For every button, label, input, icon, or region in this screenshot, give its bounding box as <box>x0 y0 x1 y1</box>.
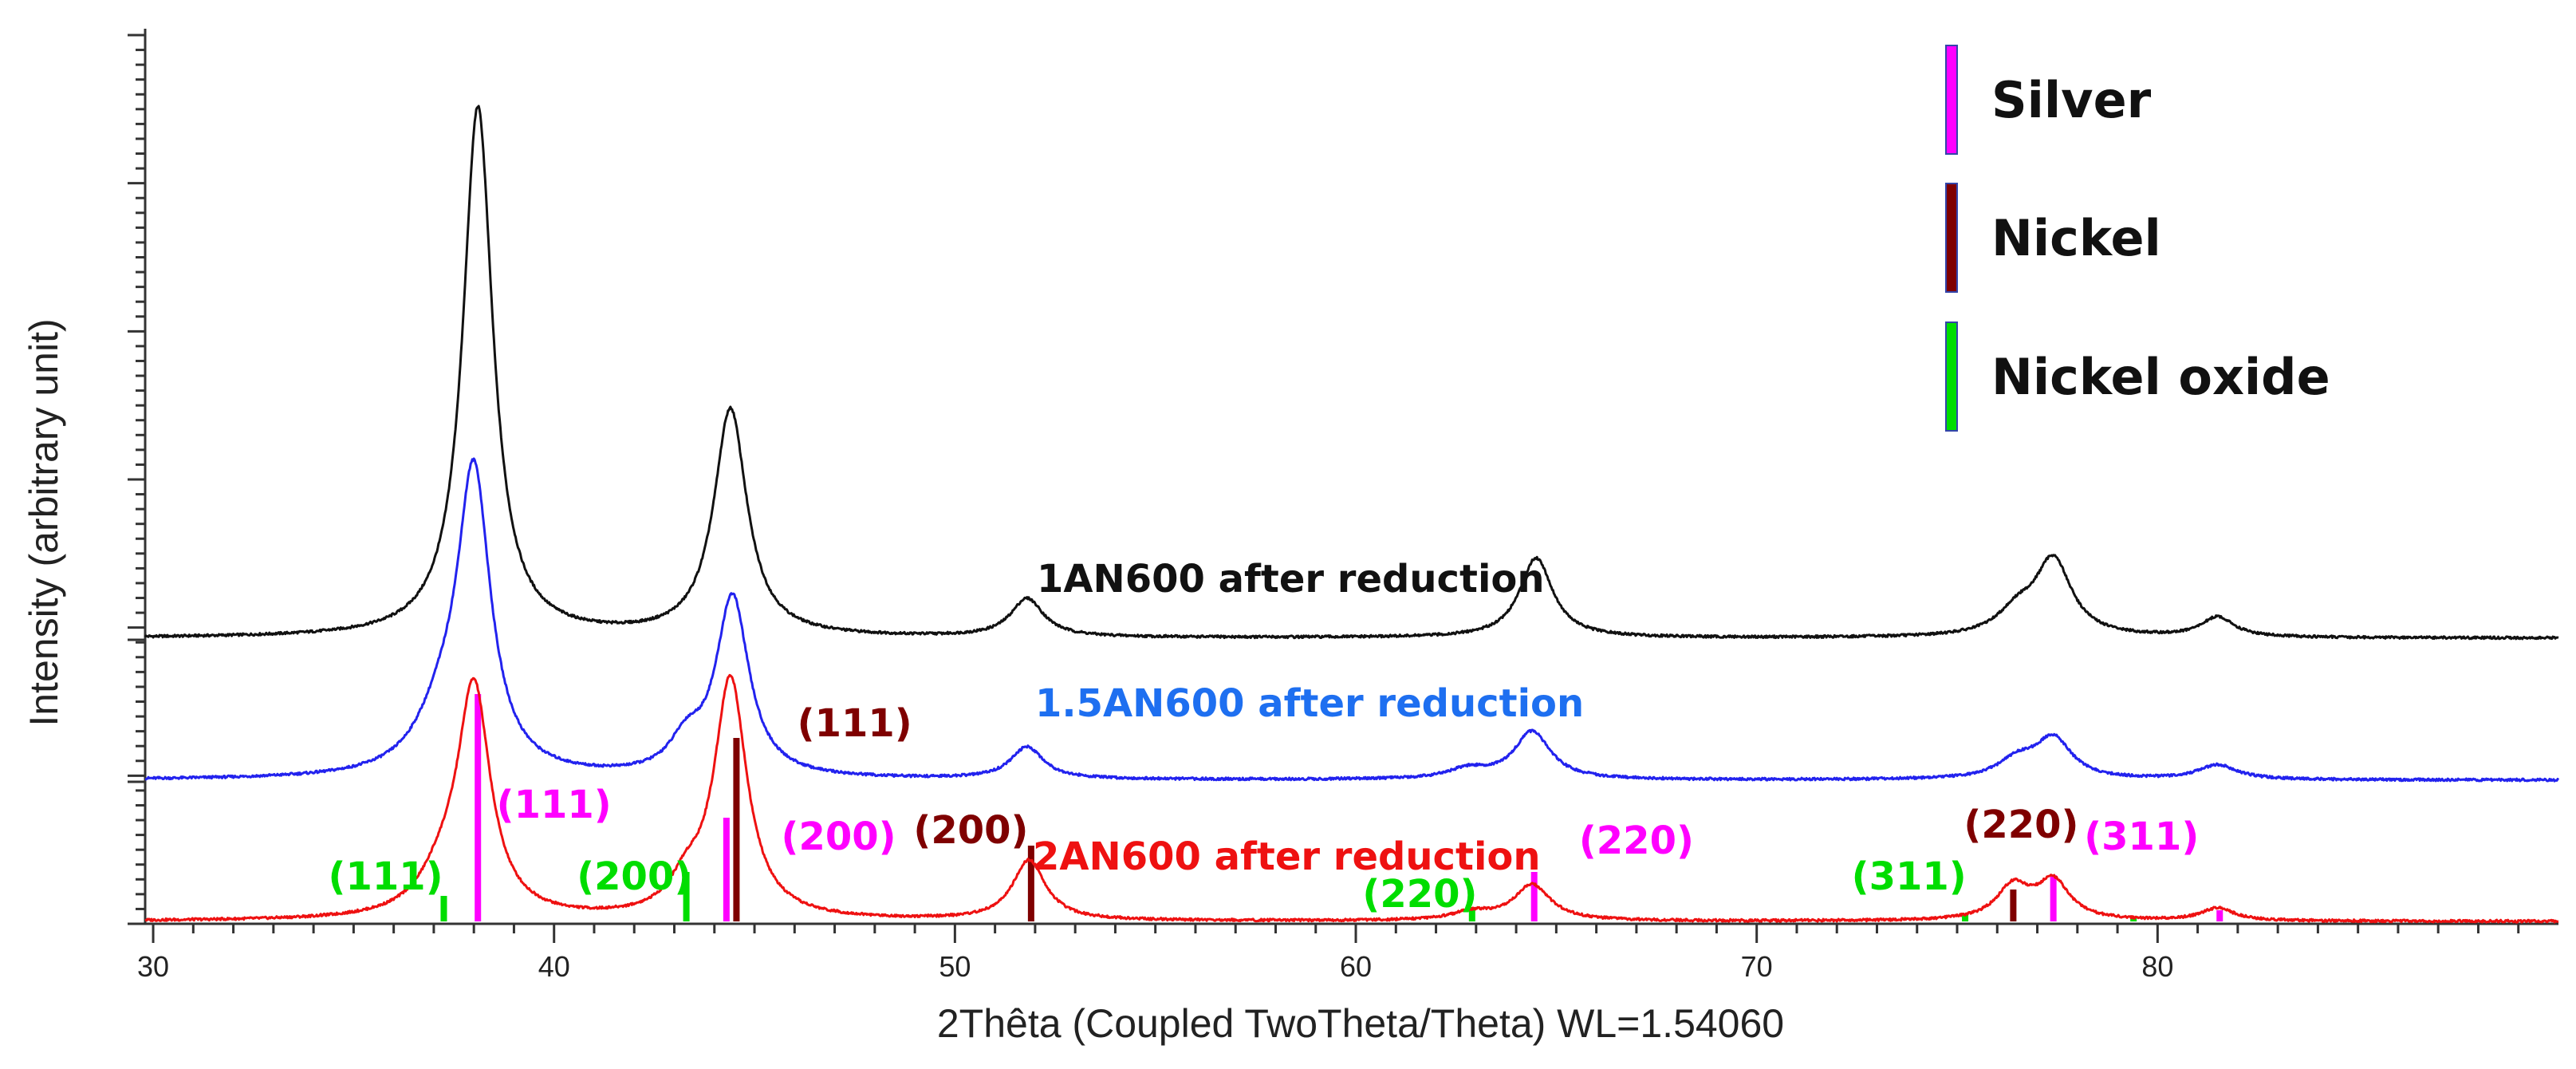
reference-line-nickel-oxide <box>1468 907 1475 921</box>
reference-line-nickel-oxide <box>683 872 690 921</box>
peak-label: (200) <box>577 854 691 899</box>
series-label: 1AN600 after reduction <box>1037 557 1545 602</box>
series-lines <box>144 105 2560 924</box>
legend: Silver Nickel Nickel oxide <box>1945 45 2330 432</box>
peak-label: (311) <box>2084 815 2199 859</box>
peak-label: (311) <box>1852 854 1967 899</box>
reference-line-silver <box>723 818 730 921</box>
reference-line-silver <box>1530 872 1538 921</box>
legend-label: Nickel <box>1991 209 2161 267</box>
peak-label: (200) <box>913 808 1028 853</box>
x-axis-label: 2Thêta (Coupled TwoTheta/Theta) WL=1.540… <box>937 1001 1784 1046</box>
peak-label: (111) <box>329 854 443 899</box>
reference-line-nickel-oxide <box>440 896 447 921</box>
series-label: 1.5AN600 after reduction <box>1035 681 1584 726</box>
peak-label: (200) <box>782 815 896 859</box>
x-tick-label: 80 <box>2141 950 2173 983</box>
y-axis-label: Intensity (arbitrary unit) <box>22 318 66 726</box>
reference-line-nickel-oxide <box>1962 915 1969 921</box>
reference-line-nickel <box>2010 890 2017 921</box>
x-tick-label: 70 <box>1741 950 1773 983</box>
reference-line-silver <box>475 694 482 921</box>
peak-annotations: (111) (200) (220) (311)(111)(200) (220) (311)… <box>329 701 2200 917</box>
reference-line-silver <box>2216 910 2223 921</box>
peak-label: (220) <box>1964 803 2078 847</box>
series-line-0 <box>144 105 2559 641</box>
peak-label: (220) <box>1579 819 1694 863</box>
reference-line-silver <box>2050 875 2057 921</box>
series-line-1 <box>144 457 2560 783</box>
x-tick-label: 50 <box>939 950 971 983</box>
x-tick-label: 30 <box>137 950 169 983</box>
x-tick-label: 60 <box>1340 950 1372 983</box>
peak-label: (111) <box>798 701 912 746</box>
peak-label: (220) <box>1362 872 1477 917</box>
series-labels: 1AN600 after reduction 1.5AN600 after red… <box>1033 557 1584 879</box>
series-line-2 <box>144 673 2559 924</box>
peak-label: (111) <box>497 783 612 827</box>
legend-swatch <box>1945 45 1958 155</box>
series-label: 2AN600 after reduction <box>1033 834 1541 879</box>
legend-label: Nickel oxide <box>1991 348 2330 406</box>
reference-line-nickel <box>733 738 740 921</box>
legend-label: Silver <box>1991 71 2152 129</box>
legend-swatch <box>1945 183 1958 293</box>
x-tick-label: 40 <box>538 950 570 983</box>
y-axis-ticks <box>128 34 145 925</box>
legend-swatch <box>1945 321 1958 432</box>
reference-line-nickel <box>1027 846 1034 921</box>
x-axis-ticks: 30 40 50 60 70 80 <box>137 924 2520 983</box>
